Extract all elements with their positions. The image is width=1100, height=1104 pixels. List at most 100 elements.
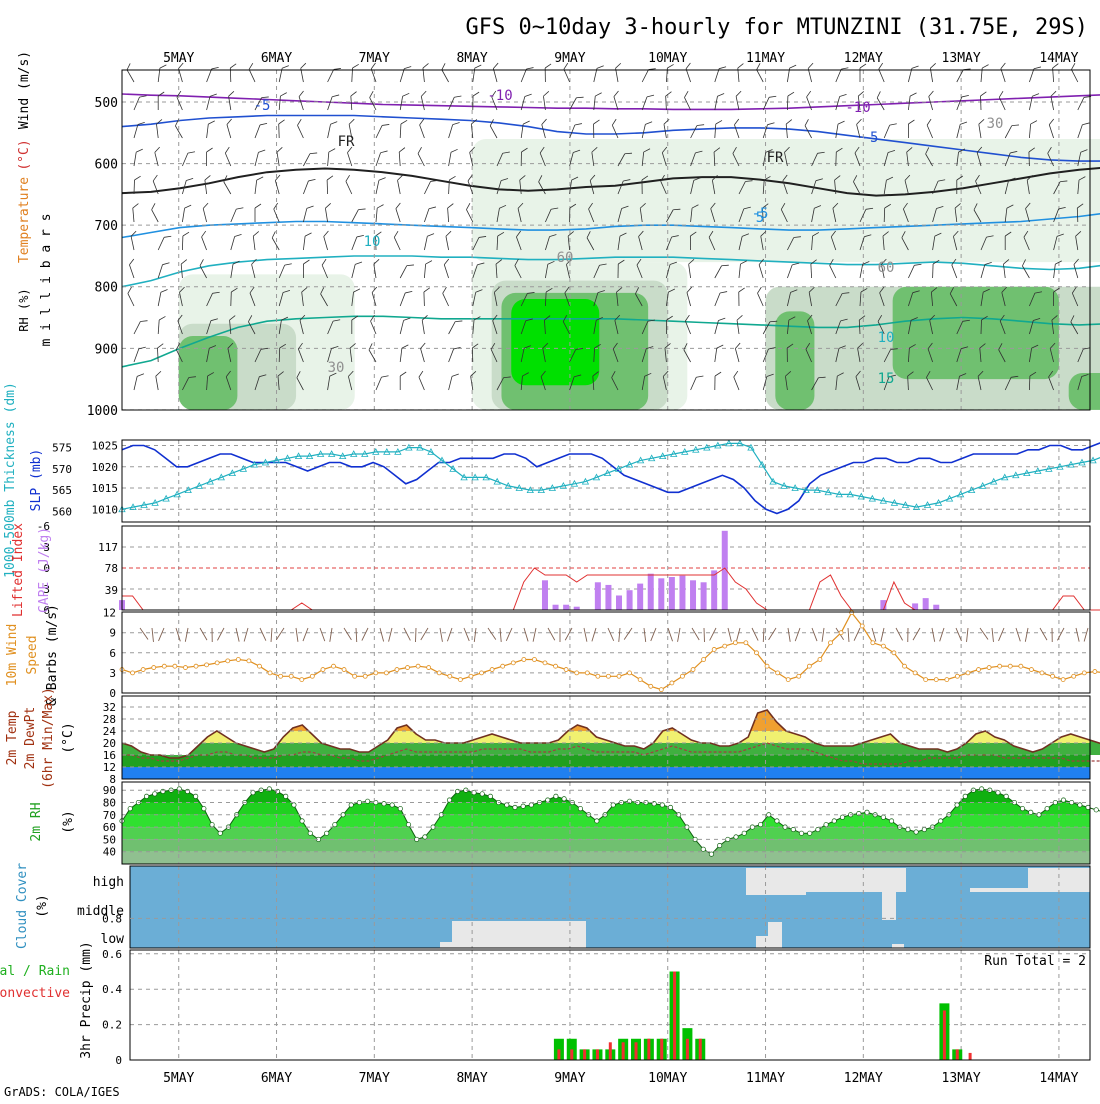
wind-speed-point	[712, 647, 716, 651]
wind-speed-point	[1072, 674, 1076, 678]
wind-speed-point	[236, 658, 240, 662]
contour-label: 60	[878, 260, 895, 276]
wind-tick: 12	[103, 607, 116, 620]
wind-tick: 9	[109, 627, 116, 640]
rh-patch	[1069, 373, 1100, 410]
rh2m-point	[1069, 800, 1073, 804]
wind-speed-point	[226, 659, 230, 663]
wind-speed-point	[723, 644, 727, 648]
rh2m-point	[742, 831, 746, 835]
wind-speed-point	[1051, 674, 1055, 678]
wind-speed-point	[162, 664, 166, 668]
cape-bar	[923, 598, 929, 610]
rh2m-point	[889, 819, 893, 823]
rh2m-point	[554, 794, 558, 798]
wind-speed-point	[554, 664, 558, 668]
temp-unit-axis: (°C)	[61, 722, 76, 753]
wind-speed-point	[934, 678, 938, 682]
precip-conv-bar	[583, 1049, 586, 1060]
slp-tick: 1015	[92, 482, 119, 495]
wind-speed-point	[522, 658, 526, 662]
rh2m-point	[668, 805, 672, 809]
rh2m-point	[1020, 806, 1024, 810]
cloud-background	[130, 866, 1090, 948]
wind-speed-point	[564, 668, 568, 672]
contour-label: FR	[767, 150, 784, 166]
cloud-unit-label: (%)	[35, 894, 50, 917]
wind-speed-point	[596, 674, 600, 678]
rh-band	[122, 839, 1090, 851]
precip-conv-bar	[969, 1053, 972, 1060]
wind-speed-point	[881, 644, 885, 648]
wind-speed-point	[1040, 671, 1044, 675]
temp2m-axis-label: 2m Temp	[5, 710, 20, 765]
slp-tick: 1010	[92, 503, 119, 516]
pressure-tick: 900	[95, 342, 118, 357]
rh2m-point	[1061, 798, 1065, 802]
date-label-bottom: 8MAY	[456, 1071, 487, 1086]
wind10-speed-label: Speed	[25, 635, 40, 674]
wind-speed-point	[247, 659, 251, 663]
rh2m-point	[709, 852, 713, 856]
date-label-top: 11MAY	[746, 51, 785, 66]
rh-axis-label: RH (%)	[17, 288, 31, 331]
date-label-top: 13MAY	[942, 51, 981, 66]
wind-speed-point	[850, 611, 854, 615]
cape-bar	[627, 590, 633, 610]
wind-speed-point	[680, 674, 684, 678]
precip-conv-bar	[943, 1010, 946, 1060]
precip-tick: 0	[115, 1054, 122, 1067]
temp-tick: 24	[103, 725, 117, 738]
wind-speed-point	[1061, 678, 1065, 682]
temp-tick: 20	[103, 737, 116, 750]
rh2m-point	[210, 822, 214, 826]
wind-speed-point	[194, 664, 198, 668]
cape-bar	[690, 580, 696, 610]
rh2m-point	[193, 794, 197, 798]
rh2m-point	[660, 803, 664, 807]
wind-speed-point	[786, 678, 790, 682]
credit-label: GrADS: COLA/IGES	[4, 1085, 120, 1099]
rh2m-tick: 50	[103, 833, 116, 846]
precip-conv-bar	[699, 1039, 702, 1060]
rh2m-point	[775, 819, 779, 823]
rh2m-point	[488, 794, 492, 798]
wind-speed-point	[955, 674, 959, 678]
wind-speed-point	[300, 678, 304, 682]
wind-speed-point	[818, 658, 822, 662]
rh2m-point	[521, 804, 525, 808]
precip-conv-bar	[660, 1039, 663, 1060]
rh-patch	[511, 299, 599, 385]
rh2m-point	[333, 822, 337, 826]
cloud-block	[892, 944, 904, 948]
rh2m-point	[251, 790, 255, 794]
rh2m-point	[284, 794, 288, 798]
wind-speed-point	[1008, 664, 1012, 668]
wind-speed-point	[744, 641, 748, 645]
wind-speed-point	[987, 666, 991, 670]
wind-speed-point	[279, 674, 283, 678]
wind-speed-point	[649, 684, 653, 688]
wind-speed-point	[289, 674, 293, 678]
rh2m-point	[595, 819, 599, 823]
rh2m-tick: 90	[103, 784, 116, 797]
cape-bar	[648, 574, 654, 610]
rh2m-point	[365, 799, 369, 803]
rh-patch	[893, 287, 1059, 379]
contour-label: 5	[756, 210, 764, 226]
wind-speed-point	[1082, 671, 1086, 675]
rh2m-point	[505, 803, 509, 807]
thickness-tick: 565	[52, 484, 72, 497]
wind-speed-point	[702, 658, 706, 662]
rh2m-point	[832, 819, 836, 823]
precip-conv-bar	[557, 1049, 560, 1060]
wind-speed-point	[585, 671, 589, 675]
wind-speed-point	[395, 668, 399, 672]
rh-patch	[472, 139, 1100, 262]
contour-label: 30	[987, 116, 1004, 132]
rh2m-point	[562, 797, 566, 801]
wind-speed-point	[363, 674, 367, 678]
cape-bar	[933, 605, 939, 610]
wind-speed-point	[141, 668, 145, 672]
precip-conv-bar	[596, 1049, 599, 1060]
